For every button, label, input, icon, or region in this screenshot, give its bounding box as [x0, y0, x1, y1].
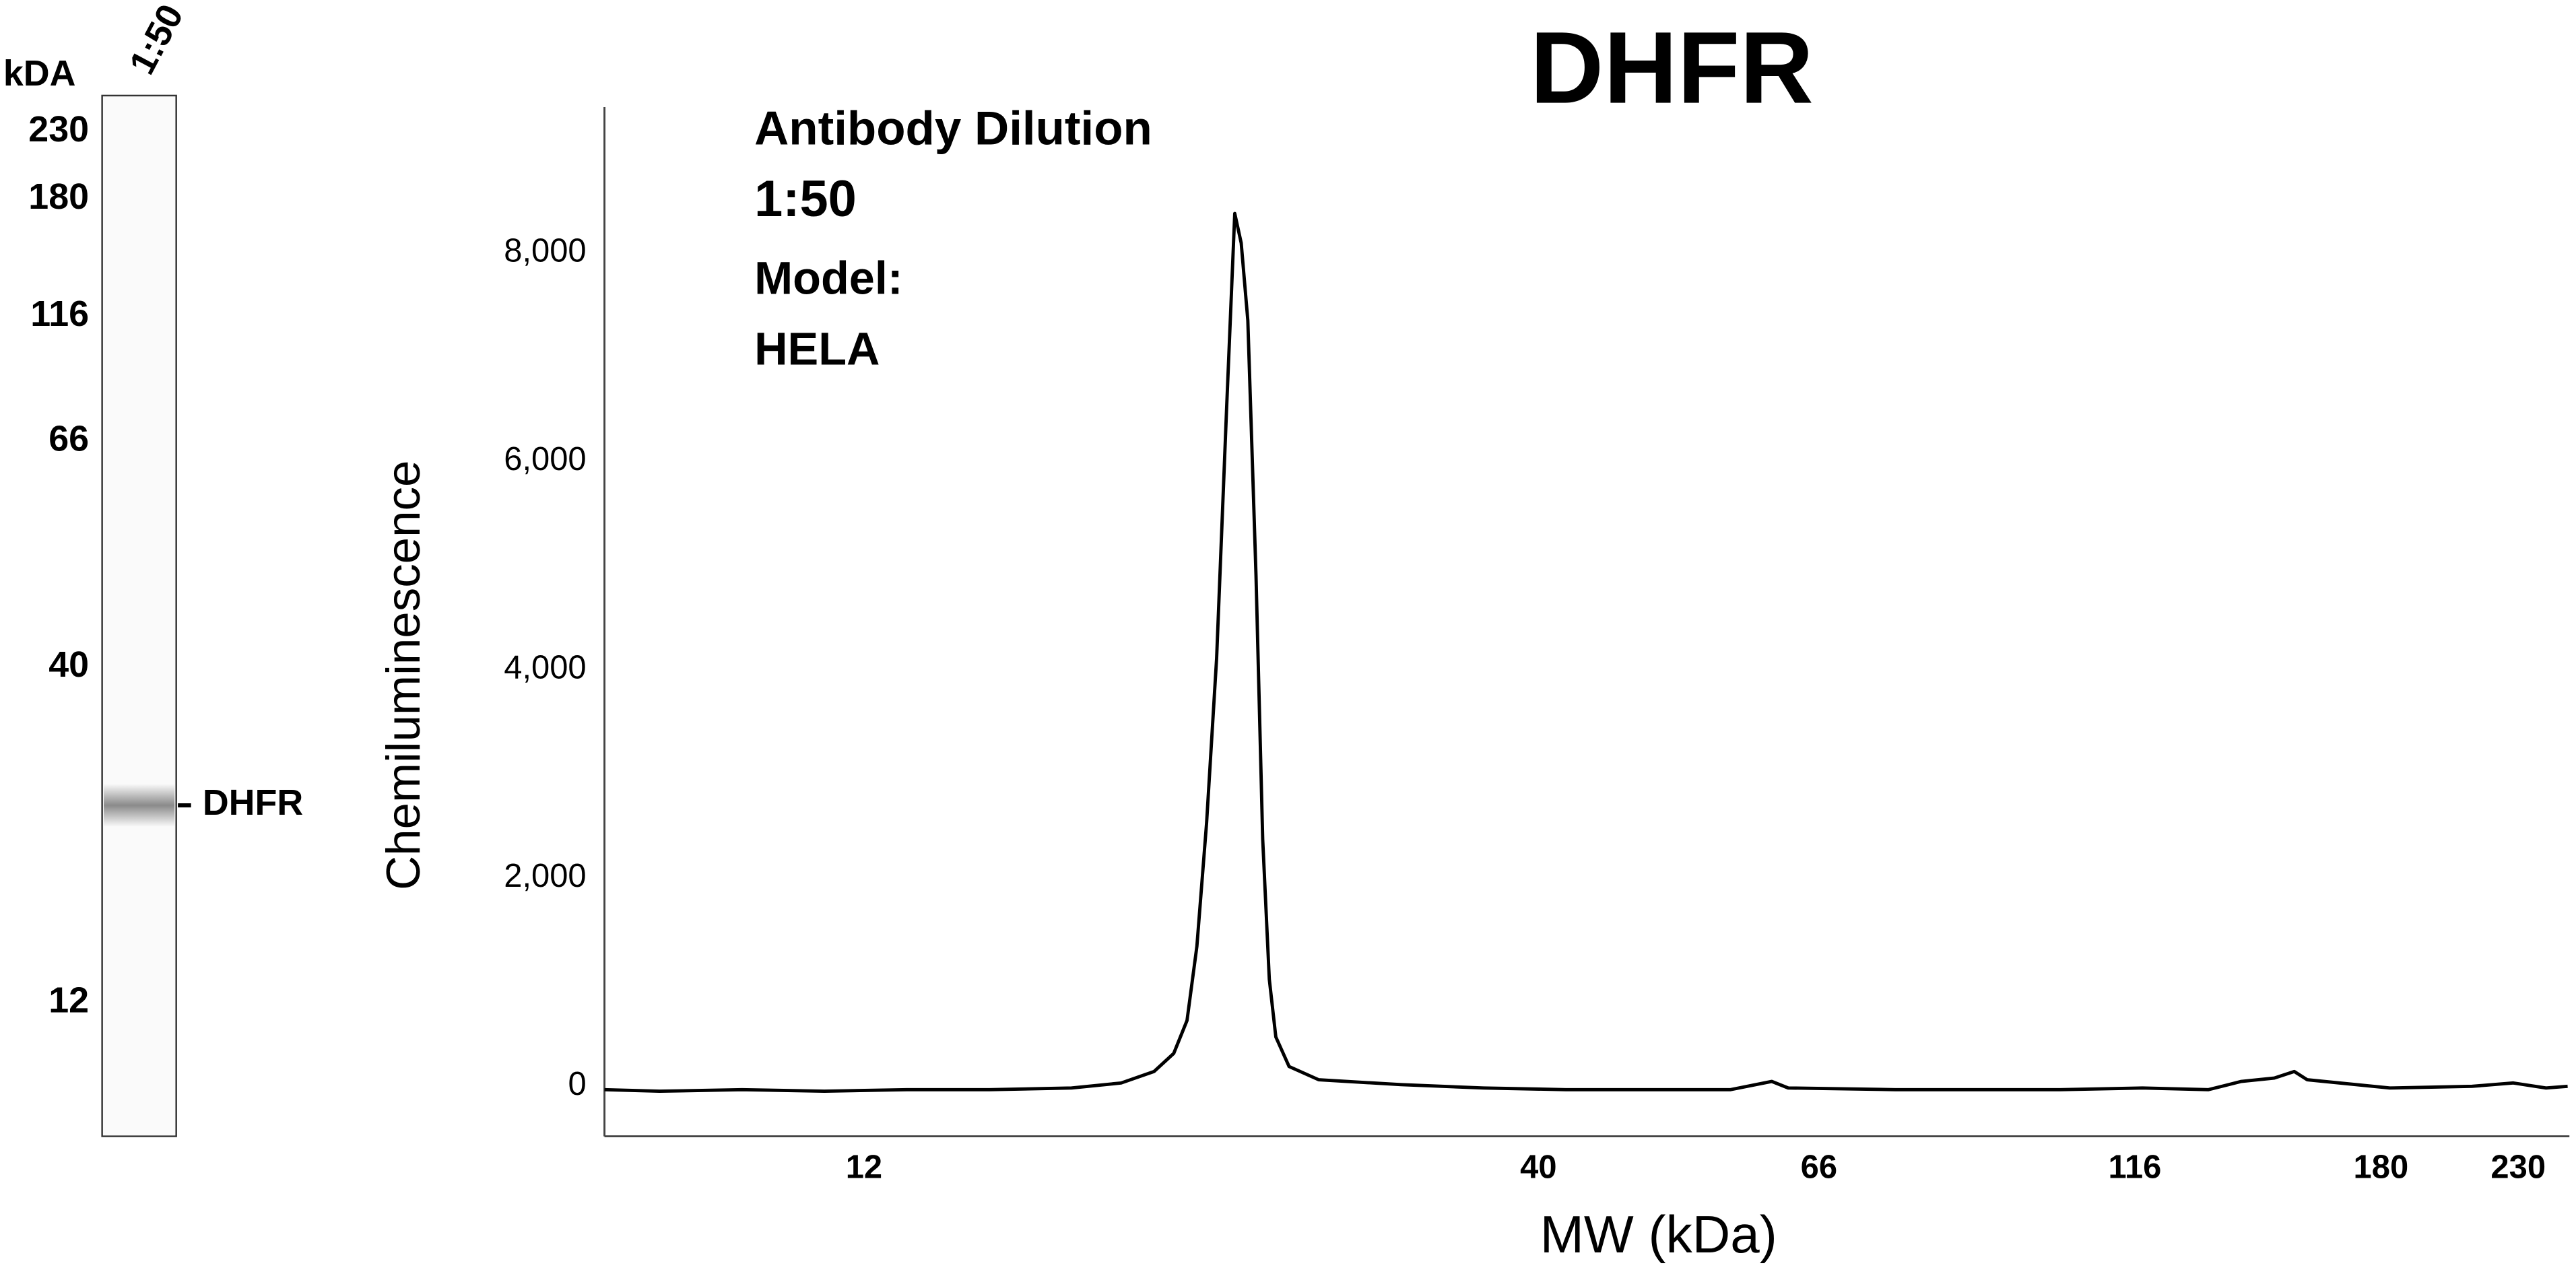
- gel-marker-label: 12: [48, 980, 89, 1021]
- gel-band-label: DHFR: [203, 782, 303, 823]
- x-tick-label: 180: [2354, 1149, 2409, 1185]
- y-axis-label: Chemiluminescence: [377, 461, 430, 890]
- x-tick-label: 66: [1801, 1149, 1837, 1185]
- y-tick-label: 0: [568, 1066, 586, 1102]
- y-tick-label: 2,000: [504, 858, 586, 894]
- gel-lane: [101, 94, 177, 1137]
- y-tick-label: 4,000: [504, 649, 586, 685]
- gel-marker-label: 116: [30, 294, 89, 334]
- x-axis-label: MW (kDa): [1540, 1205, 1777, 1264]
- annotation: 1:50: [754, 170, 857, 228]
- gel-marker-label: 66: [48, 419, 89, 459]
- chart-title: DHFR: [1530, 11, 1814, 125]
- x-tick-label: 116: [2108, 1149, 2161, 1185]
- data-line: [604, 211, 2568, 1094]
- gel-band: [104, 784, 175, 827]
- y-tick-label: 8,000: [504, 233, 586, 269]
- x-tick-label: 230: [2490, 1149, 2546, 1185]
- x-tick-label: 40: [1520, 1149, 1556, 1185]
- gel-marker-label: 180: [28, 176, 89, 217]
- annotation: Antibody Dilution: [754, 102, 1152, 155]
- gel-lane-label: 1:50: [121, 0, 191, 81]
- y-tick-label: 6,000: [504, 441, 586, 477]
- gel-unit-label: kDA: [3, 53, 76, 94]
- annotation: Model:: [754, 252, 903, 304]
- gel-marker-label: 230: [28, 109, 89, 149]
- gel-marker-label: 40: [48, 644, 89, 685]
- annotation: HELA: [754, 323, 880, 375]
- x-tick-label: 12: [846, 1149, 882, 1185]
